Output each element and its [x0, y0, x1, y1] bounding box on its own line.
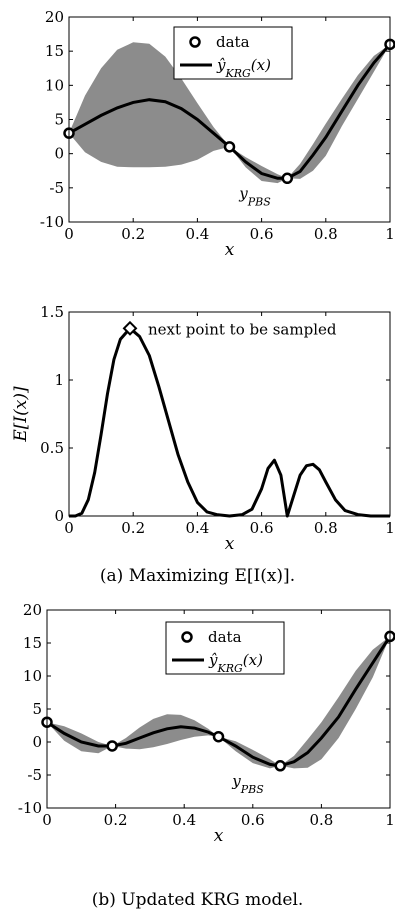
- ei-curve-1: [69, 326, 390, 518]
- y-tick-label-0-3: 5: [54, 111, 64, 129]
- plot-3-kriging-updated: 0 0.2 0.4 0.6 0.8 1 -10 -5 0 5 10 15 20 x yPBS data ŷKRG…: [18, 601, 395, 846]
- next-sample-marker-1: [122, 320, 138, 336]
- data-point-2-3: [274, 760, 286, 772]
- y-tick-label-2-4: 10: [23, 667, 42, 685]
- y-tick-label-2-3: 5: [32, 700, 42, 718]
- confidence-band-2: [47, 636, 390, 769]
- x-axis-label-1: x: [225, 534, 235, 554]
- caption-b: (b) Updated KRG model.: [0, 890, 395, 910]
- x-tick-label-2-2: 0.4: [172, 811, 196, 829]
- x-axis-label-0: x: [225, 240, 235, 260]
- legend-label-data-0: data: [216, 33, 250, 51]
- x-axis-label-2: x: [214, 826, 224, 846]
- y-tick-label-1-2: 1: [54, 371, 64, 389]
- x-tick-label-2-4: 0.8: [309, 811, 333, 829]
- data-point-2-1: [106, 740, 118, 752]
- x-tick-label-0-3: 0.6: [250, 225, 274, 243]
- annotation-ypbs-0: yPBS: [238, 184, 271, 208]
- caption-a-text: (a) Maximizing E[I(x)].: [99, 566, 296, 586]
- y-axis-label-1: E[I(x)]: [11, 386, 31, 443]
- annotation-next-point-1: next point to be sampled: [148, 320, 337, 338]
- data-point-2-2: [212, 730, 225, 743]
- y-tick-label-1-1: 0.5: [40, 439, 64, 457]
- plot-2-expected-improvement: next point to be sampled 0 0.2 0.4 0.6 0.8 1 0 0…: [11, 303, 395, 554]
- y-tick-label-0-5: 15: [45, 42, 64, 60]
- x-tick-label-1-3: 0.6: [250, 519, 274, 537]
- y-tick-label-0-2: 0: [54, 145, 64, 163]
- plot-1-kriging-initial: 0 0.2 0.4 0.6 0.8 1 -10 -5 0 5 10 15 20 x yPBS data ŷKRG…: [40, 8, 395, 260]
- x-tick-label-1-1: 0.2: [121, 519, 145, 537]
- x-tick-label-0-4: 0.8: [314, 225, 338, 243]
- data-point-0-1: [223, 141, 236, 153]
- x-tick-label-0-1: 0.2: [121, 225, 145, 243]
- x-tick-label-1-2: 0.4: [185, 519, 209, 537]
- y-tick-label-0-4: 10: [45, 76, 64, 94]
- x-tick-label-0-5: 1: [385, 225, 395, 243]
- legend-box-2: [165, 621, 285, 675]
- y-tick-label-0-1: -5: [49, 179, 64, 197]
- legend-label-krg-0: ŷKRG(x): [216, 56, 271, 80]
- x-tick-label-2-0: 0: [42, 811, 52, 829]
- legend-box-0: [173, 26, 293, 80]
- x-tick-label-0-2: 0.4: [185, 225, 209, 243]
- x-tick-label-1-0: 0: [64, 519, 74, 537]
- legend-marker-data-0: [189, 36, 201, 48]
- caption-a: (a) Maximizing E[I(x)].: [0, 566, 395, 586]
- legend-label-krg-2: ŷKRG(x): [208, 651, 263, 675]
- y-tick-label-0-0: -10: [40, 213, 64, 231]
- x-tick-label-0-0: 0: [64, 225, 74, 243]
- y-tick-label-1-3: 1.5: [40, 303, 64, 321]
- x-tick-label-2-5: 1: [385, 811, 395, 829]
- krg-mean-line-0: [68, 43, 392, 180]
- y-tick-label-2-1: -5: [27, 766, 42, 784]
- x-tick-label-1-4: 0.8: [314, 519, 338, 537]
- y-tick-label-1-0: 0: [54, 507, 64, 525]
- y-tick-label-2-0: -10: [18, 799, 42, 817]
- confidence-band-0: [69, 42, 390, 184]
- x-tick-label-2-3: 0.6: [241, 811, 265, 829]
- caption-b-text: (b) Updated KRG model.: [91, 890, 304, 910]
- plot-frame-1: [68, 311, 391, 517]
- y-tick-label-2-5: 15: [23, 634, 42, 652]
- y-tick-label-0-6: 20: [45, 8, 64, 26]
- legend-marker-data-2: [181, 631, 193, 643]
- y-tick-label-2-6: 20: [23, 601, 42, 619]
- x-tick-label-1-5: 1: [385, 519, 395, 537]
- data-point-0-2: [281, 172, 294, 185]
- x-tick-label-2-1: 0.2: [104, 811, 128, 829]
- y-tick-label-2-2: 0: [32, 733, 42, 751]
- legend-label-data-2: data: [208, 628, 242, 646]
- annotation-ypbs-2: yPBS: [231, 772, 264, 796]
